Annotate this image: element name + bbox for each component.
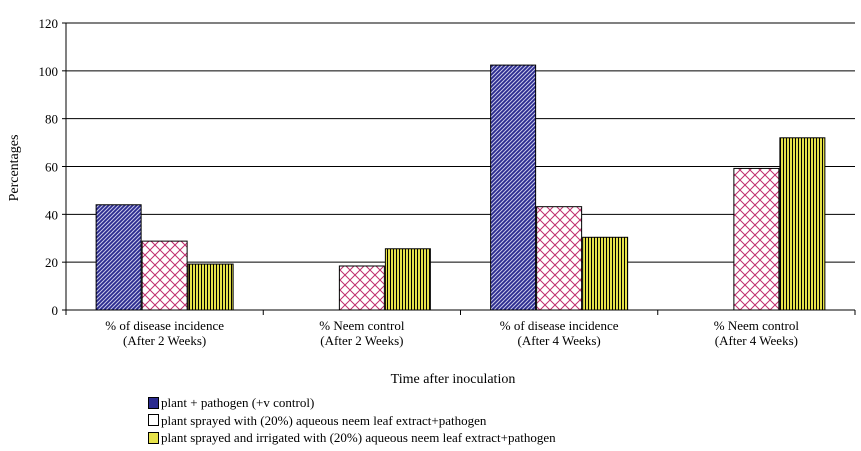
legend-item-sprayed-irrigated: plant sprayed and irrigated with (20%) a… xyxy=(148,429,556,447)
legend-swatch-positive-control xyxy=(148,396,159,409)
y-tick-label: 0 xyxy=(52,303,59,318)
bar xyxy=(490,64,537,311)
y-tick-label: 80 xyxy=(45,112,58,127)
x-tick-label: (After 2 Weeks) xyxy=(123,333,206,348)
bar xyxy=(187,263,234,311)
bars xyxy=(95,64,826,311)
x-axis-label: Time after inoculation xyxy=(391,372,516,387)
bar xyxy=(384,248,431,311)
legend-label-sprayed-irrigated: plant sprayed and irrigated with (20%) a… xyxy=(161,430,556,445)
x-tick-label: % Neem control xyxy=(714,318,800,333)
legend-item-positive-control: plant + pathogen (+v control) xyxy=(148,394,556,412)
legend-swatch-sprayed xyxy=(148,414,159,427)
bar xyxy=(536,206,583,311)
y-axis-label: Percentages xyxy=(7,135,22,202)
x-tick-label: (After 4 Weeks) xyxy=(715,333,798,348)
y-tick-label: 60 xyxy=(45,160,58,175)
x-tick-label: % of disease incidence xyxy=(105,318,224,333)
legend-label-positive-control: plant + pathogen (+v control) xyxy=(161,395,315,410)
bar xyxy=(95,204,142,311)
bar xyxy=(582,236,629,311)
y-tick-label: 20 xyxy=(45,255,58,270)
bar xyxy=(733,167,780,311)
legend-label-sprayed: plant sprayed with (20%) aqueous neem le… xyxy=(161,412,487,428)
y-tick-label: 120 xyxy=(39,16,59,31)
bar xyxy=(338,265,385,311)
category-labels: % of disease incidence(After 2 Weeks)% N… xyxy=(105,318,799,348)
legend: plant + pathogen (+v control) plant spra… xyxy=(148,394,556,447)
legend-item-sprayed: plant sprayed with (20%) aqueous neem le… xyxy=(148,412,556,430)
x-tick-label: % of disease incidence xyxy=(500,318,619,333)
x-tick-label: (After 2 Weeks) xyxy=(320,333,403,348)
x-tick-label: % Neem control xyxy=(319,318,405,333)
bar xyxy=(141,240,188,311)
y-tick-labels: 0 20 40 60 80 100 120 xyxy=(39,16,66,318)
y-tick-label: 100 xyxy=(39,64,59,79)
legend-swatch-sprayed-irrigated xyxy=(148,431,159,444)
y-tick-label: 40 xyxy=(45,207,58,222)
x-tick-label: (After 4 Weeks) xyxy=(518,333,601,348)
bar xyxy=(779,137,826,311)
gridlines xyxy=(66,22,855,263)
